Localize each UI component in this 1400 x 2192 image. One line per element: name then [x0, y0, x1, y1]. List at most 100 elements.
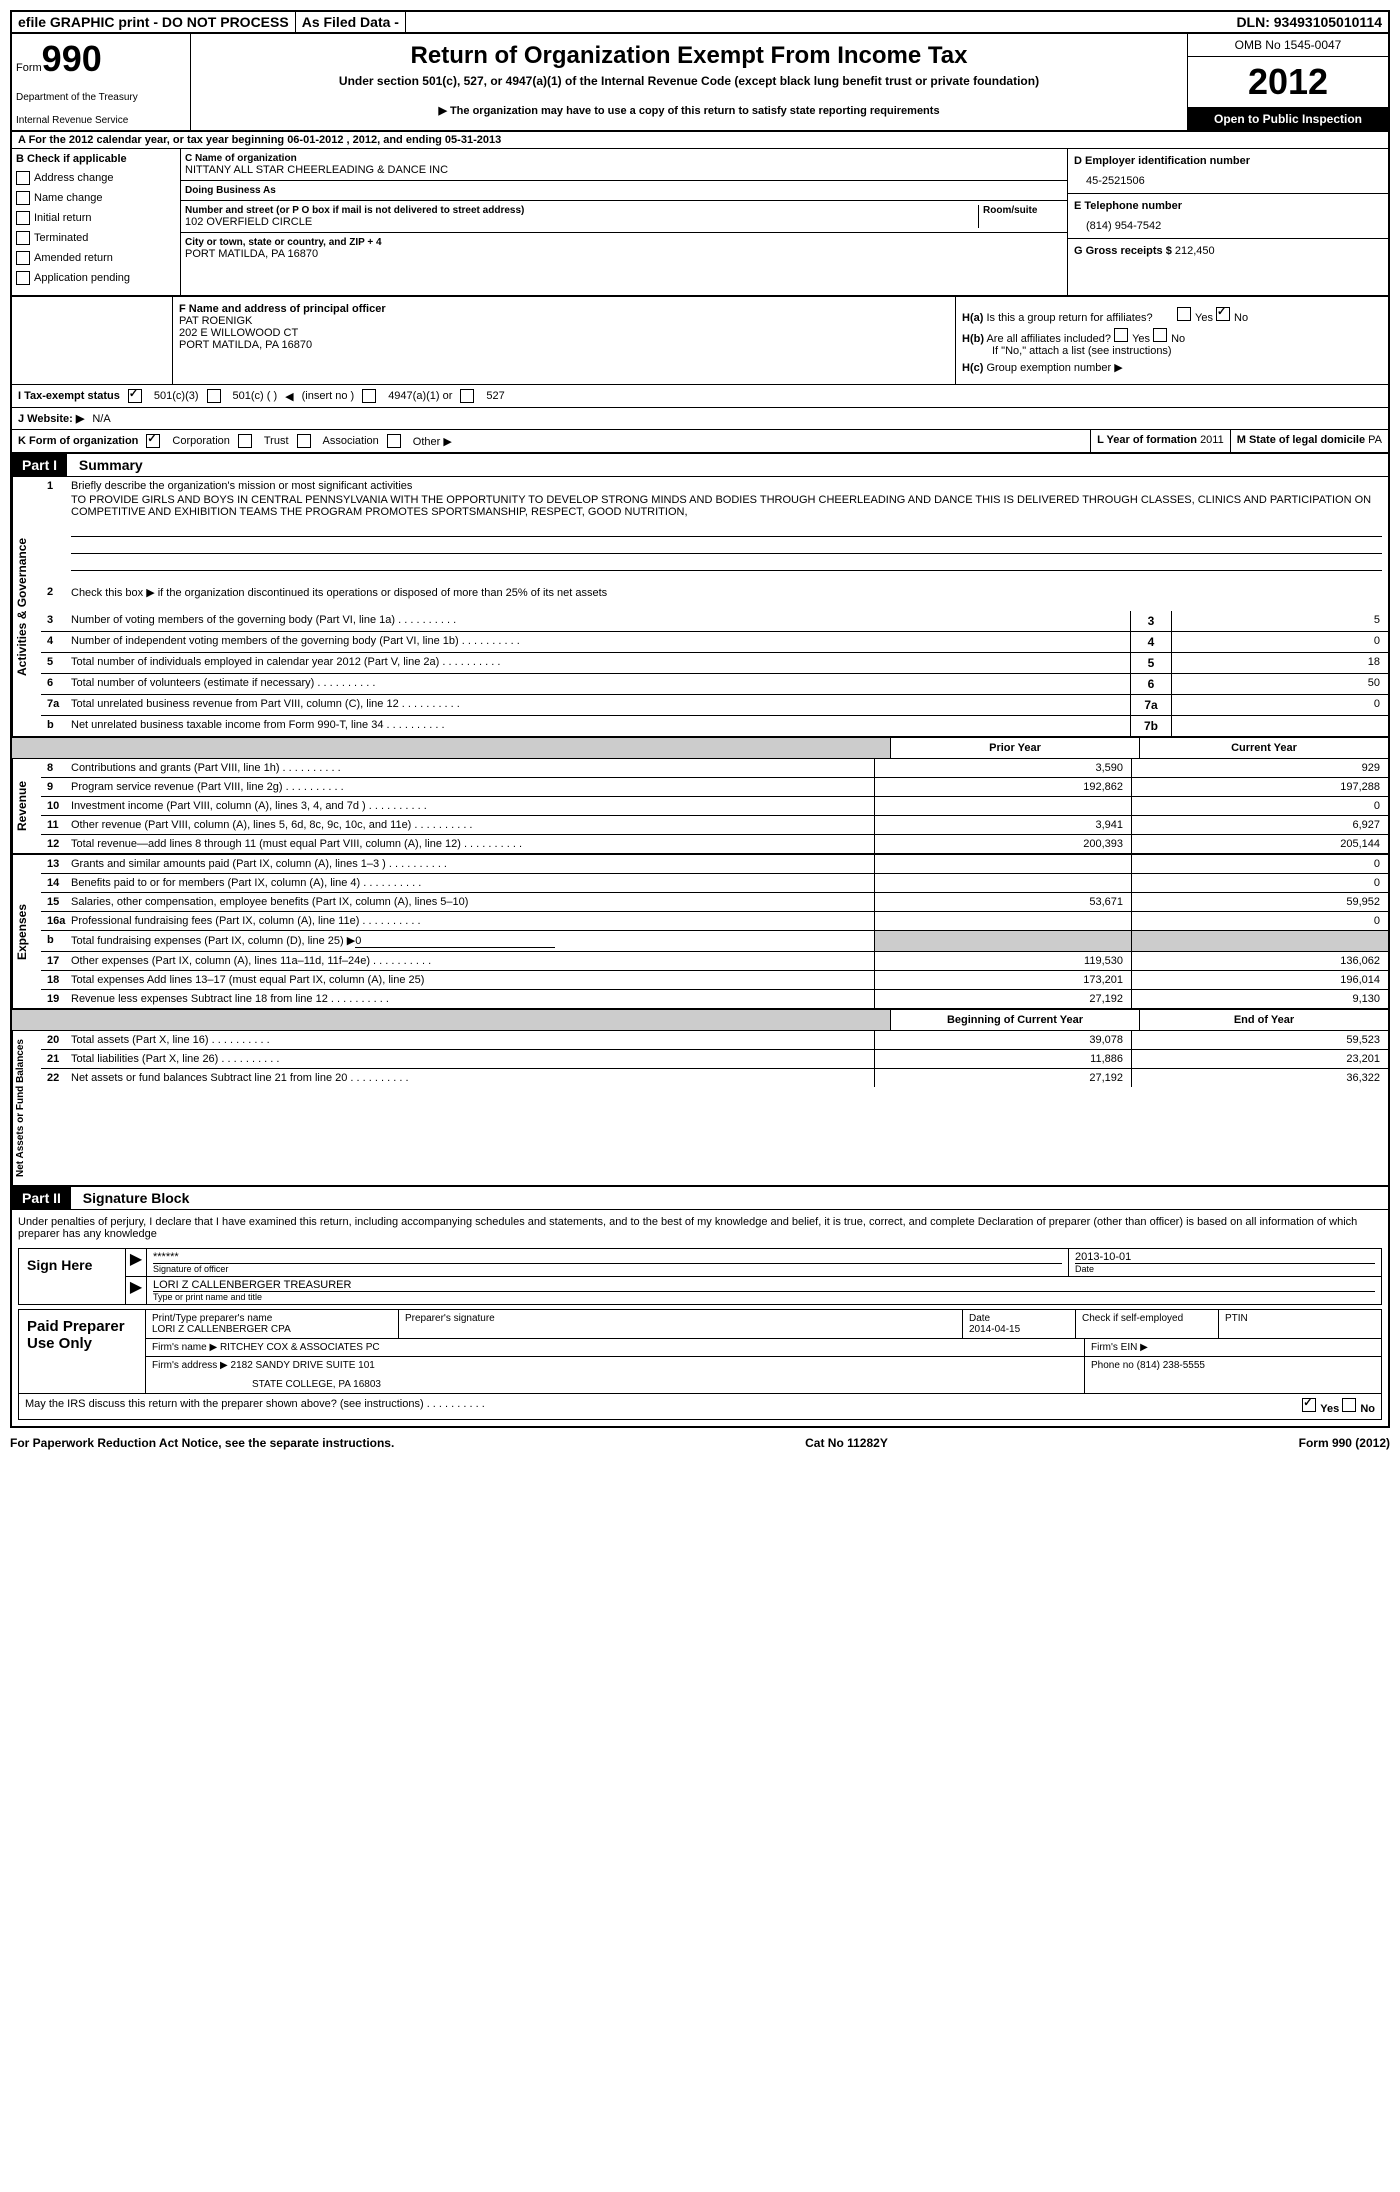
corp-checkbox[interactable] [146, 434, 160, 448]
form-subtitle: Under section 501(c), 527, or 4947(a)(1)… [195, 74, 1183, 88]
ha-no-checkbox[interactable] [1216, 307, 1230, 321]
form-label: Form [16, 62, 42, 74]
officer-printed-name: LORI Z CALLENBERGER TREASURER [153, 1279, 1375, 1292]
officer-addr2: PORT MATILDA, PA 16870 [179, 339, 949, 351]
line-4-text: Number of independent voting members of … [71, 635, 1124, 649]
tax-year: 2012 [1188, 57, 1388, 108]
column-c-org-info: C Name of organization NITTANY ALL STAR … [181, 149, 1067, 295]
form-org-label: K Form of organization [18, 435, 138, 447]
part-2-title: Signature Block [83, 1190, 190, 1206]
type-name-label: Type or print name and title [153, 1292, 1375, 1302]
street-label: Number and street (or P O box if mail is… [185, 205, 978, 216]
website-value: N/A [92, 413, 110, 425]
firm-ein-label: Firm's EIN ▶ [1085, 1339, 1381, 1356]
side-activities: Activities & Governance [12, 477, 41, 736]
hb-note: If "No," attach a list (see instructions… [992, 345, 1382, 357]
check-b-label: B Check if applicable [16, 153, 176, 165]
efile-notice: efile GRAPHIC print - DO NOT PROCESS [12, 12, 296, 32]
row-j-website: J Website: ▶ N/A [12, 408, 1388, 430]
form-number-box: Form990 Department of the Treasury Inter… [12, 34, 191, 130]
revenue-section: Revenue 8Contributions and grants (Part … [12, 759, 1388, 855]
officer-signature: ****** [153, 1251, 1062, 1264]
line-6-text: Total number of volunteers (estimate if … [71, 677, 1124, 691]
prep-phone: (814) 238-5555 [1137, 1360, 1205, 1371]
501c3-checkbox[interactable] [128, 389, 142, 403]
form-note: The organization may have to use a copy … [195, 104, 1183, 117]
sig-date-value: 2013-10-01 [1075, 1251, 1375, 1264]
ein-label: D Employer identification number [1074, 155, 1382, 167]
year-formation-label: L Year of formation [1097, 434, 1197, 446]
firm-addr-label: Firm's address ▶ [152, 1360, 228, 1371]
irs-discuss-row: May the IRS discuss this return with the… [18, 1394, 1382, 1420]
part-1-title: Summary [79, 457, 143, 473]
part-2-header: Part II Signature Block [12, 1187, 1388, 1210]
side-expenses: Expenses [12, 855, 41, 1008]
current-year-header: Current Year [1139, 738, 1388, 758]
prep-date: 2014-04-15 [969, 1324, 1069, 1335]
line-4-value: 0 [1171, 632, 1388, 652]
gross-label: G Gross receipts $ [1074, 245, 1172, 257]
cat-number: Cat No 11282Y [805, 1436, 888, 1450]
trust-checkbox[interactable] [238, 434, 252, 448]
mission-text: TO PROVIDE GIRLS AND BOYS IN CENTRAL PEN… [71, 494, 1382, 518]
state-dom-label: M State of legal domicile [1237, 434, 1365, 446]
4947-checkbox[interactable] [362, 389, 376, 403]
assoc-checkbox[interactable] [297, 434, 311, 448]
line-2-text: Check this box ▶ if the organization dis… [71, 586, 1382, 599]
527-checkbox[interactable] [460, 389, 474, 403]
officer-label: F Name and address of principal officer [179, 303, 949, 315]
side-revenue: Revenue [12, 759, 41, 853]
part-2-label: Part II [12, 1187, 71, 1209]
net-assets-section: Net Assets or Fund Balances 20Total asse… [12, 1031, 1388, 1187]
checkbox-address-change[interactable] [16, 171, 30, 185]
discuss-no-checkbox[interactable] [1342, 1398, 1356, 1412]
form-990-container: efile GRAPHIC print - DO NOT PROCESS As … [10, 10, 1390, 1428]
line-7a-text: Total unrelated business revenue from Pa… [71, 698, 1124, 712]
ha-yes-checkbox[interactable] [1177, 307, 1191, 321]
line-6-value: 50 [1171, 674, 1388, 694]
hc-label: H(c) [962, 362, 983, 374]
501c-checkbox[interactable] [207, 389, 221, 403]
firm-name: RITCHEY COX & ASSOCIATES PC [220, 1342, 380, 1353]
section-a-tax-year: A For the 2012 calendar year, or tax yea… [12, 132, 1388, 149]
sig-date-label: Date [1075, 1264, 1375, 1274]
preparer-table: Paid Preparer Use Only Print/Type prepar… [18, 1309, 1382, 1394]
hb-yes-checkbox[interactable] [1114, 328, 1128, 342]
discuss-yes-checkbox[interactable] [1302, 1398, 1316, 1412]
checkbox-initial-return[interactable] [16, 211, 30, 225]
beg-year-header: Beginning of Current Year [890, 1010, 1139, 1030]
ein-value: 45-2521506 [1086, 175, 1382, 187]
checkbox-terminated[interactable] [16, 231, 30, 245]
irs-discuss-text: May the IRS discuss this return with the… [25, 1398, 1302, 1415]
part-1-label: Part I [12, 454, 67, 476]
checkbox-name-change[interactable] [16, 191, 30, 205]
sign-here-label: Sign Here [19, 1249, 126, 1304]
firm-addr1: 2182 SANDY DRIVE SUITE 101 [231, 1360, 375, 1371]
firm-name-label: Firm's name ▶ [152, 1342, 217, 1353]
ha-label: H(a) [962, 312, 983, 324]
main-info-section: B Check if applicable Address change Nam… [12, 149, 1388, 297]
checkbox-amended[interactable] [16, 251, 30, 265]
prep-name: LORI Z CALLENBERGER CPA [152, 1324, 392, 1335]
line-5-text: Total number of individuals employed in … [71, 656, 1124, 670]
top-section: Form990 Department of the Treasury Inter… [12, 34, 1388, 132]
org-name: NITTANY ALL STAR CHEERLEADING & DANCE IN… [185, 164, 1063, 176]
other-checkbox[interactable] [387, 434, 401, 448]
room-label: Room/suite [983, 205, 1063, 216]
column-de: D Employer identification number 45-2521… [1067, 149, 1388, 295]
preparer-label: Paid Preparer Use Only [19, 1310, 146, 1393]
hb-label: H(b) [962, 333, 984, 345]
hb-text: Are all affiliates included? [986, 333, 1111, 345]
phone-label: E Telephone number [1074, 200, 1382, 212]
header-bar: efile GRAPHIC print - DO NOT PROCESS As … [12, 12, 1388, 34]
checkbox-app-pending[interactable] [16, 271, 30, 285]
ha-text: Is this a group return for affiliates? [986, 312, 1152, 324]
expenses-section: Expenses 13Grants and similar amounts pa… [12, 855, 1388, 1010]
dept-treasury: Department of the Treasury [16, 92, 186, 103]
website-label: J Website: ▶ [18, 412, 84, 425]
hb-no-checkbox[interactable] [1153, 328, 1167, 342]
prep-date-label: Date [969, 1313, 1069, 1324]
dln-number: DLN: 93493105010114 [1230, 12, 1388, 32]
line-7b-text: Net unrelated business taxable income fr… [71, 719, 1124, 733]
form-number: 990 [42, 38, 102, 79]
